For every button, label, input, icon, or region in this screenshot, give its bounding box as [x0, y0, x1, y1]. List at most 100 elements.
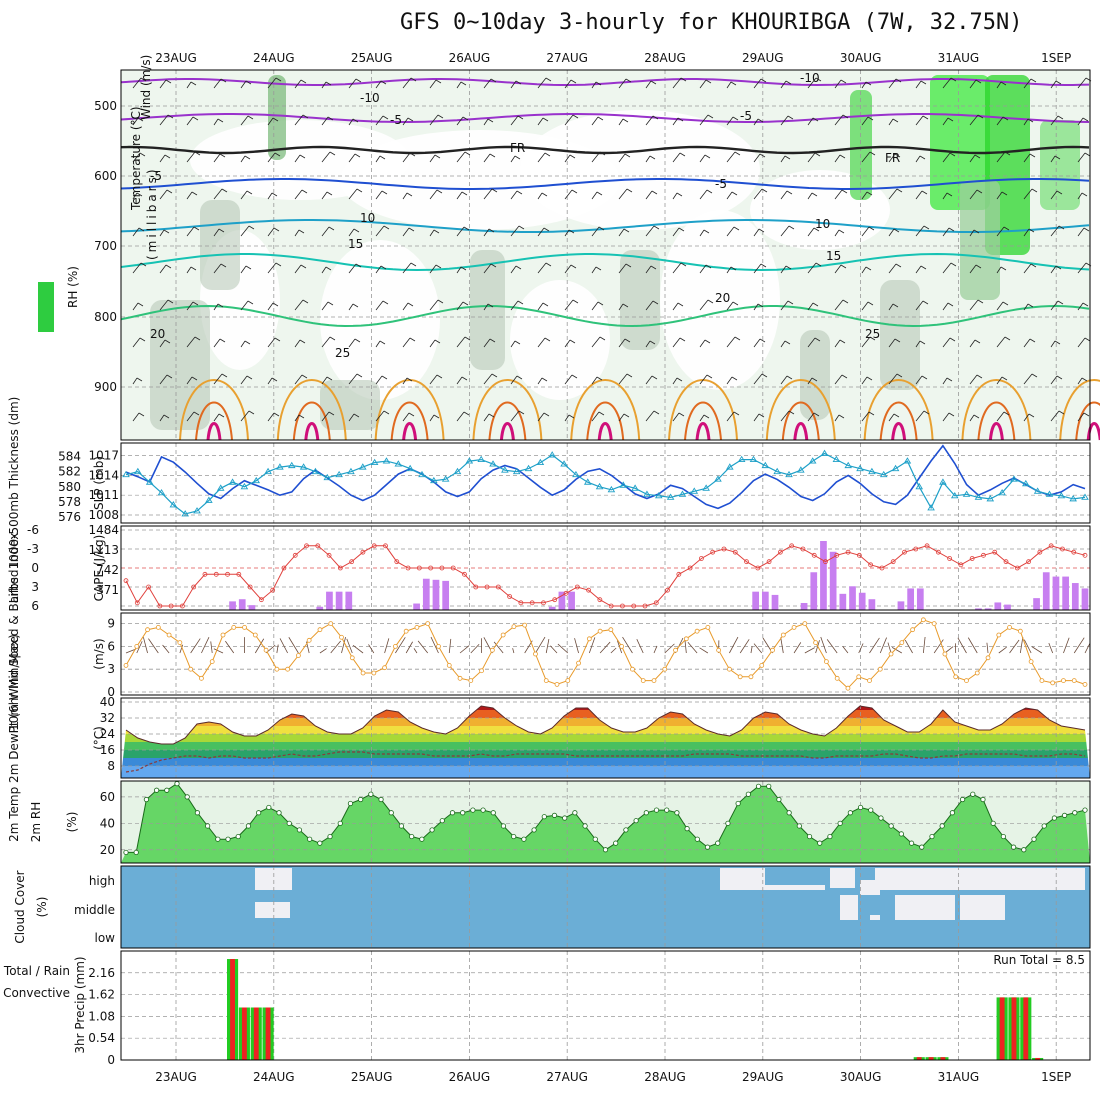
- thickness-point: [903, 457, 912, 464]
- thickness-point: [998, 488, 1006, 496]
- thickness-point: [856, 464, 864, 472]
- cloud-block: [830, 868, 855, 888]
- cape-bar: [975, 608, 982, 610]
- wind-barb: [186, 226, 200, 237]
- precip-tick: 0: [107, 1053, 115, 1067]
- precip-total-label: Total / Rain: [3, 964, 70, 978]
- wind-barb-10m: [395, 637, 406, 654]
- precip-bar-convective: [253, 1007, 259, 1060]
- wind-barb: [267, 377, 278, 385]
- wind-barb-10m: [879, 637, 887, 654]
- wind-barb: [969, 79, 982, 89]
- wind-barb: [132, 227, 145, 237]
- rh-point: [643, 810, 649, 816]
- wind-barb: [726, 151, 741, 163]
- wind-speed-point: [533, 651, 538, 657]
- thickness-point: [264, 467, 272, 475]
- wind-barb: [402, 77, 417, 89]
- wind-barb: [915, 410, 930, 422]
- wind-barb: [942, 117, 954, 126]
- cape-bar: [422, 578, 430, 610]
- wind-barb: [1023, 263, 1037, 274]
- wind-speed-point: [942, 651, 948, 657]
- li-point: [371, 543, 377, 549]
- wind-barb: [726, 376, 738, 385]
- pressure-tick: 700: [94, 239, 117, 253]
- li-point: [518, 600, 524, 606]
- rh-point: [653, 807, 660, 813]
- thickness-point: [820, 449, 829, 456]
- cape-bar: [1062, 576, 1069, 610]
- wind-speed-point: [252, 632, 258, 638]
- thickness-point: [761, 461, 770, 469]
- wind-barb: [996, 81, 1007, 89]
- li-point: [947, 556, 953, 561]
- li-point: [202, 571, 208, 577]
- wind-barb: [969, 339, 981, 348]
- thickness-point: [406, 464, 414, 472]
- bottom-date-label: 1SEP: [1041, 1070, 1071, 1084]
- wind-barb: [672, 227, 685, 237]
- wind-barb: [834, 414, 845, 422]
- wind-speed-point: [834, 675, 840, 681]
- thickness-point: [572, 470, 580, 478]
- wind-speed-point: [220, 632, 226, 638]
- wind-speed-point: [392, 644, 398, 649]
- rh-point: [786, 810, 792, 816]
- wind-barb: [456, 376, 468, 385]
- wind-barb: [618, 78, 632, 89]
- wind-barb: [861, 301, 874, 311]
- wind-speed-point: [1061, 678, 1066, 683]
- thickness-point: [1022, 479, 1030, 487]
- temp-band: [121, 734, 1090, 742]
- wind-barb: [456, 116, 469, 126]
- wind-barb: [564, 154, 576, 163]
- wind-barb: [591, 336, 606, 348]
- li-point: [462, 571, 467, 577]
- wind-barb-10m: [254, 638, 265, 654]
- wind-barb: [375, 190, 388, 200]
- li-tick: 3: [31, 580, 39, 594]
- cloud-block: [905, 868, 1085, 890]
- rh-point: [1072, 810, 1078, 816]
- wind-speed-point: [748, 674, 754, 680]
- top-date-label: 1SEP: [1041, 51, 1071, 65]
- rh-point: [307, 836, 313, 842]
- li-point: [507, 594, 513, 599]
- wind-barb: [1077, 337, 1091, 348]
- wind-barb: [672, 302, 684, 311]
- thickness-point: [690, 487, 699, 494]
- wind-barb-10m: [887, 642, 892, 654]
- wind-barb-10m: [550, 645, 558, 654]
- wind-speed-point: [263, 647, 269, 653]
- li-point: [349, 559, 355, 565]
- cape-tick: 1113: [88, 543, 119, 557]
- cloud-block: [255, 868, 267, 890]
- wind-barb: [321, 81, 332, 89]
- contour-label: -10: [800, 71, 820, 85]
- wind-speed-point: [640, 678, 646, 683]
- rh-point: [184, 794, 190, 800]
- thickness-point: [216, 484, 225, 491]
- wind-barb: [537, 152, 551, 163]
- wind-barb: [888, 78, 902, 89]
- wind-barb: [483, 338, 496, 348]
- wind-barb: [591, 191, 603, 200]
- temperature-contour: [120, 78, 1090, 87]
- rh-point: [664, 807, 670, 813]
- li-point: [992, 549, 998, 555]
- cape-bar: [1042, 572, 1050, 610]
- wind-barb: [618, 153, 631, 163]
- wind-barb: [375, 80, 387, 89]
- rh-point: [1031, 836, 1037, 842]
- top-date-label: 30AUG: [840, 51, 882, 65]
- wind-barb: [159, 299, 174, 311]
- wind-barb-10m: [201, 637, 210, 654]
- li-tick: 0: [31, 561, 39, 575]
- li-point: [1014, 565, 1020, 571]
- rh-point: [409, 833, 415, 840]
- cape-frame: [120, 525, 1091, 611]
- thickness-point: [169, 501, 178, 508]
- wind-barb: [753, 263, 767, 274]
- wind-barb: [699, 374, 713, 385]
